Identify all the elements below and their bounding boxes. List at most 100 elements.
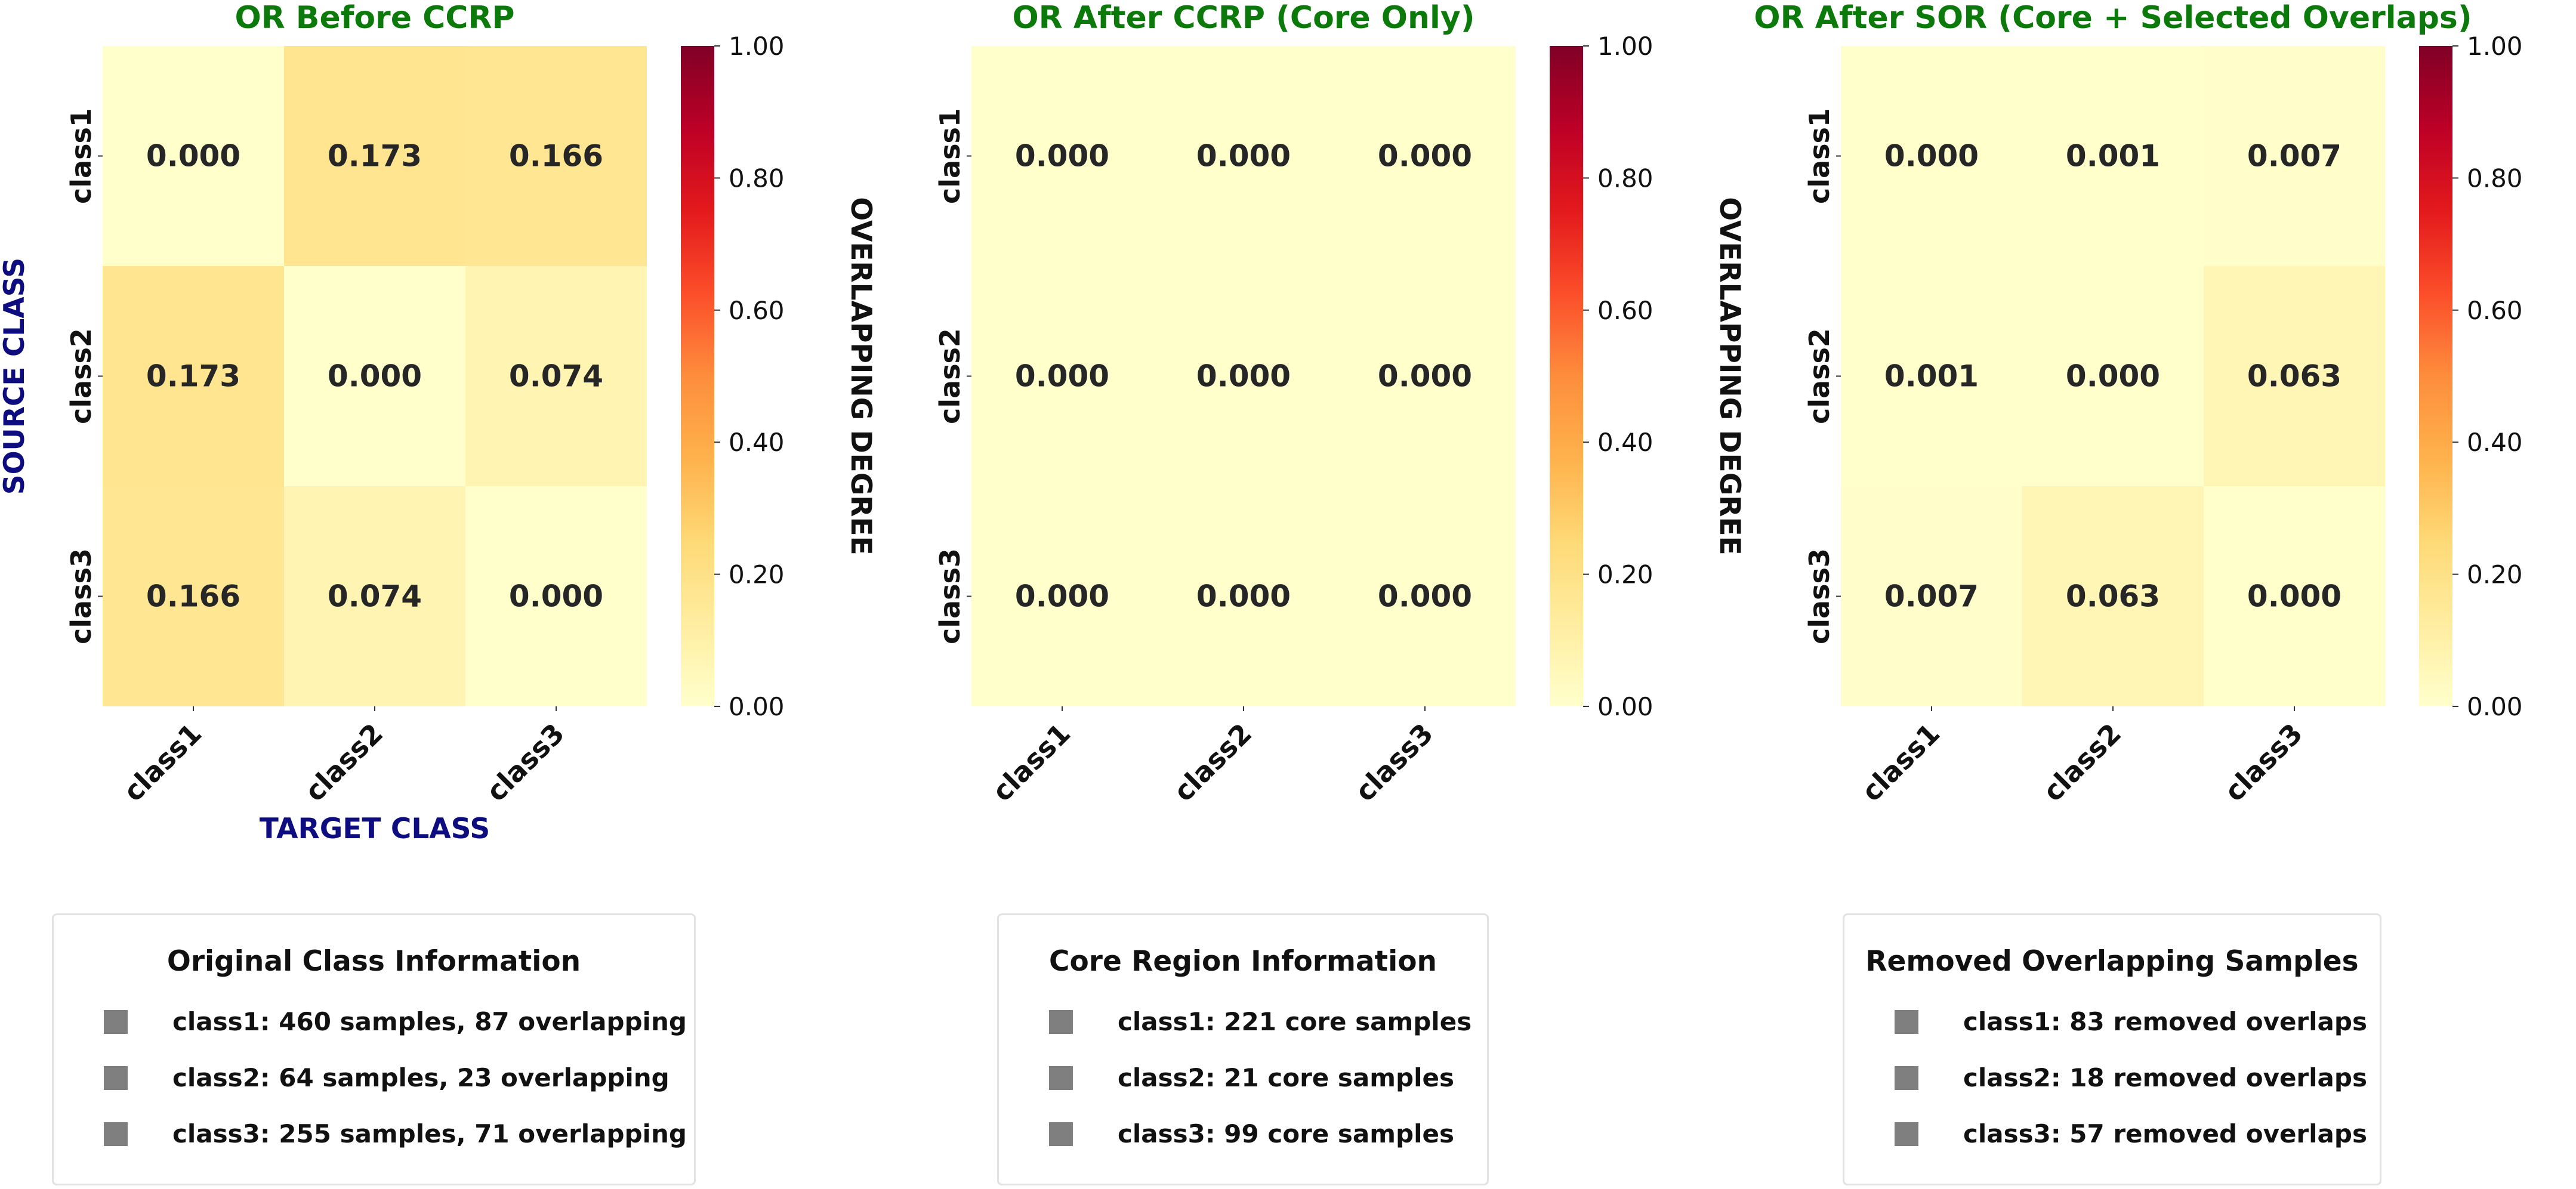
heatmap-cell [465, 486, 647, 706]
cell-value-label: 0.001 [2066, 139, 2160, 174]
cell-value-label: 0.000 [1884, 139, 1979, 174]
heatmap-cell [103, 266, 284, 486]
colorbar-tick-label: 0.60 [1597, 296, 1653, 325]
heatmap-cell [284, 486, 465, 706]
heatmap-cell [2204, 266, 2385, 486]
colorbar-tick-label: 0.20 [2467, 560, 2523, 589]
heatmap-cell [103, 46, 284, 266]
colorbar-tick-label: 0.80 [729, 163, 785, 193]
x-tick-label: class3 [2218, 717, 2309, 808]
colorbar [2419, 46, 2452, 706]
heatmap-cell [971, 486, 1153, 706]
y-tick-label: class3 [934, 548, 966, 644]
y-tick-label: class3 [1803, 548, 1835, 644]
chart-title: OR After CCRP (Core Only) [1012, 0, 1474, 36]
heatmap-cell [971, 266, 1153, 486]
heatmap-cell [1153, 266, 1334, 486]
legend-item-label: class2: 18 removed overlaps [1963, 1063, 2367, 1092]
cell-value-label: 0.063 [2247, 359, 2341, 394]
cell-value-label: 0.000 [146, 139, 240, 174]
cell-value-label: 0.074 [509, 359, 603, 394]
legend-swatch-icon [104, 1122, 128, 1146]
x-tick-label: class3 [480, 717, 570, 808]
legend-item-label: class3: 99 core samples [1118, 1119, 1454, 1148]
y-tick-label: class2 [934, 328, 966, 424]
colorbar-tick-label: 0.40 [2467, 428, 2523, 457]
cell-value-label: 0.007 [1884, 579, 1979, 614]
legend-swatch-icon [1049, 1066, 1073, 1090]
heatmap-cell [1334, 486, 1516, 706]
legend-box-original: Original Class Information class1: 460 s… [52, 913, 696, 1185]
cell-value-label: 0.000 [1196, 359, 1291, 394]
cell-value-label: 0.173 [146, 359, 240, 394]
colorbar-tick-label: 0.00 [729, 692, 785, 721]
y-tick-label: class1 [934, 108, 966, 204]
colorbar-label: OVERLAPPING DEGREE [1713, 197, 1746, 555]
legend-swatch-icon [1049, 1010, 1073, 1034]
cell-value-label: 0.000 [2247, 579, 2341, 614]
colorbar-tick-label: 0.20 [1597, 560, 1653, 589]
heatmap-cell [284, 46, 465, 266]
heatmap-cell [2022, 46, 2204, 266]
heatmap-cell [971, 46, 1153, 266]
heatmap-cell [2022, 486, 2204, 706]
x-tick-label: class3 [1349, 717, 1439, 808]
colorbar-tick-label: 0.20 [729, 560, 785, 589]
legend-item-label: class2: 64 samples, 23 overlapping [172, 1063, 670, 1092]
cell-value-label: 0.074 [328, 579, 422, 614]
y-tick-label: class3 [65, 548, 97, 644]
legend-item-label: class3: 255 samples, 71 overlapping [172, 1119, 687, 1148]
x-tick-label: class2 [2037, 717, 2127, 808]
legend-swatch-icon [1895, 1122, 1918, 1146]
legend-swatch-icon [1049, 1122, 1073, 1146]
colorbar [681, 46, 714, 706]
heatmap-cell [1153, 486, 1334, 706]
cell-value-label: 0.000 [1378, 579, 1472, 614]
cell-value-label: 0.000 [1015, 139, 1109, 174]
legend-box-removed: Removed Overlapping Samples class1: 83 r… [1843, 913, 2381, 1185]
legend-title: Original Class Information [166, 945, 581, 978]
legend-swatch-icon [1895, 1066, 1918, 1090]
legend-item-label: class3: 57 removed overlaps [1963, 1119, 2367, 1148]
colorbar-tick-label: 0.40 [729, 428, 785, 457]
cell-value-label: 0.000 [2066, 359, 2160, 394]
heatmap-cell [465, 46, 647, 266]
colorbar-tick-label: 0.80 [2467, 163, 2523, 193]
y-tick-label: class1 [1803, 108, 1835, 204]
y-tick-label: class2 [1803, 328, 1835, 424]
colorbar-label: OVERLAPPING DEGREE [844, 197, 877, 555]
cell-value-label: 0.007 [2247, 139, 2341, 174]
legend-swatch-icon [104, 1010, 128, 1034]
cell-value-label: 0.000 [1015, 359, 1109, 394]
cell-value-label: 0.000 [1196, 139, 1291, 174]
heatmap-cell [1334, 266, 1516, 486]
legend-swatch-icon [1895, 1010, 1918, 1034]
cell-value-label: 0.000 [328, 359, 422, 394]
y-tick-label: class2 [65, 328, 97, 424]
cell-value-label: 0.166 [509, 139, 603, 174]
heatmap-cell [1841, 486, 2022, 706]
cell-value-label: 0.000 [1015, 579, 1109, 614]
colorbar-tick-label: 1.00 [1597, 32, 1653, 61]
heatmap-cell [2022, 266, 2204, 486]
legend-item-label: class2: 21 core samples [1118, 1063, 1454, 1092]
y-axis-label: SOURCE CLASS [0, 258, 31, 495]
colorbar-tick-label: 1.00 [729, 32, 785, 61]
x-tick-label: class1 [986, 717, 1076, 808]
chart-title: OR Before CCRP [235, 0, 514, 36]
colorbar-tick-label: 0.00 [2467, 692, 2523, 721]
legend-item-label: class1: 460 samples, 87 overlapping [172, 1007, 687, 1036]
legend-swatch-icon [104, 1066, 128, 1090]
cell-value-label: 0.063 [2066, 579, 2160, 614]
x-tick-label: class2 [298, 717, 389, 808]
cell-value-label: 0.000 [1378, 139, 1472, 174]
legend-title: Core Region Information [1048, 945, 1437, 978]
colorbar-tick-label: 0.80 [1597, 163, 1653, 193]
cell-value-label: 0.000 [509, 579, 603, 614]
legend-title: Removed Overlapping Samples [1865, 945, 2359, 978]
x-axis-label: TARGET CLASS [260, 813, 490, 845]
colorbar-tick-label: 0.40 [1597, 428, 1653, 457]
heatmap-cell [2204, 46, 2385, 266]
heatmap-cell [2204, 486, 2385, 706]
colorbar-tick-label: 0.60 [2467, 296, 2523, 325]
